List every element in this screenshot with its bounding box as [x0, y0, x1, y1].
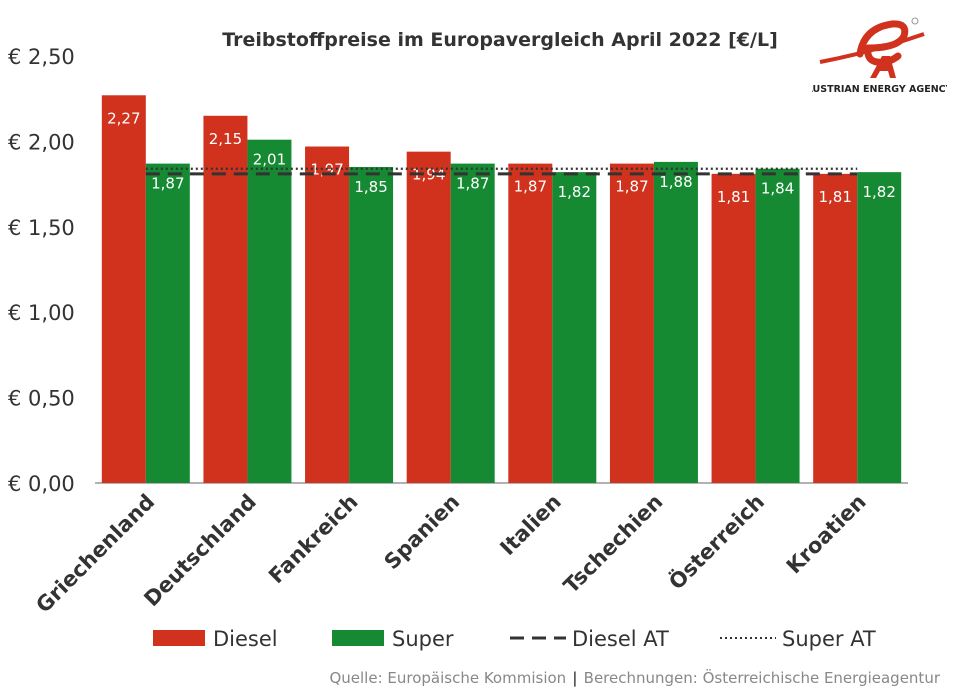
- reference-lines: [145, 167, 858, 176]
- x-tick-label: Tschechien: [559, 490, 668, 599]
- y-tick-label: € 0,50: [8, 387, 75, 411]
- bar-diesel: [609, 163, 654, 483]
- bar-super: [450, 163, 495, 483]
- bar-super: [653, 161, 698, 483]
- data-label: 1,85: [354, 178, 387, 196]
- x-tick-label: Österreich: [664, 489, 769, 594]
- legend-swatch: [332, 630, 384, 646]
- bar-diesel: [101, 95, 146, 483]
- legend-swatch: [153, 630, 205, 646]
- logo-text: AUSTRIAN ENERGY AGENCY: [812, 84, 947, 95]
- y-tick-label: € 1,00: [8, 301, 75, 325]
- x-tick-label: Italien: [495, 490, 565, 560]
- data-label: 1,81: [818, 188, 851, 206]
- x-tick-label: Griechenland: [31, 490, 159, 618]
- data-label: 1,87: [615, 178, 648, 196]
- bar-diesel: [711, 173, 756, 484]
- legend-label: Super: [392, 627, 454, 651]
- bar-super: [857, 172, 902, 484]
- bar-super: [552, 172, 597, 484]
- data-label: 2,01: [253, 151, 286, 169]
- chart-title: Treibstoffpreise im Europavergleich Apri…: [222, 29, 778, 51]
- legend-label: Diesel AT: [572, 627, 669, 651]
- source-note: Quelle: Europäische Kommision | Berechnung…: [329, 668, 940, 688]
- logo-mark-icon: AUSTRIAN ENERGY AGENCY: [805, 17, 953, 95]
- y-tick-label: € 2,00: [8, 130, 75, 154]
- bar-diesel: [813, 173, 858, 484]
- bar-diesel: [305, 146, 350, 484]
- data-label: 1,94: [412, 166, 445, 184]
- data-label: 1,81: [717, 188, 750, 206]
- bar-super: [755, 168, 800, 483]
- data-label: 1,82: [558, 183, 591, 201]
- source-text-2: Berechnungen: Österreichische Energieage…: [584, 668, 941, 687]
- bars: 2,271,872,152,011,971,851,94 1,87 1,87 1,82…: [101, 95, 902, 484]
- data-label: 1,84: [761, 180, 794, 198]
- bar-diesel: [406, 151, 451, 483]
- austrian-energy-agency-logo: AUSTRIAN ENERGY AGENCY: [805, 14, 953, 96]
- data-label: 2,15: [209, 130, 242, 148]
- legend-label: Diesel: [213, 627, 278, 651]
- legend: Diesel Super Diesel AT Super AT: [153, 627, 876, 651]
- legend-label: Super AT: [782, 627, 876, 651]
- x-tick-label: Kroatien: [782, 490, 871, 579]
- y-tick-label: € 0,00: [8, 472, 75, 496]
- bar-diesel: [203, 115, 248, 483]
- data-label: 1,87: [151, 175, 184, 193]
- bar-super: [349, 167, 394, 483]
- bar-diesel: [508, 163, 553, 483]
- bar-super: [145, 163, 190, 483]
- data-label: 1,82: [862, 183, 895, 201]
- data-label: 1,88: [659, 173, 692, 191]
- x-tick-label: Spanien: [380, 490, 465, 575]
- y-tick-label: € 1,50: [8, 216, 75, 240]
- data-label: 1,87: [456, 175, 489, 193]
- source-separator: |: [572, 669, 577, 688]
- y-tick-label: € 2,50: [8, 45, 75, 69]
- bar-super: [247, 139, 292, 483]
- source-text: Quelle: Europäische Kommision: [329, 669, 566, 687]
- data-label: 2,27: [107, 109, 140, 127]
- data-label: 1,87: [514, 178, 547, 196]
- x-tick-label: Fankreich: [264, 490, 363, 589]
